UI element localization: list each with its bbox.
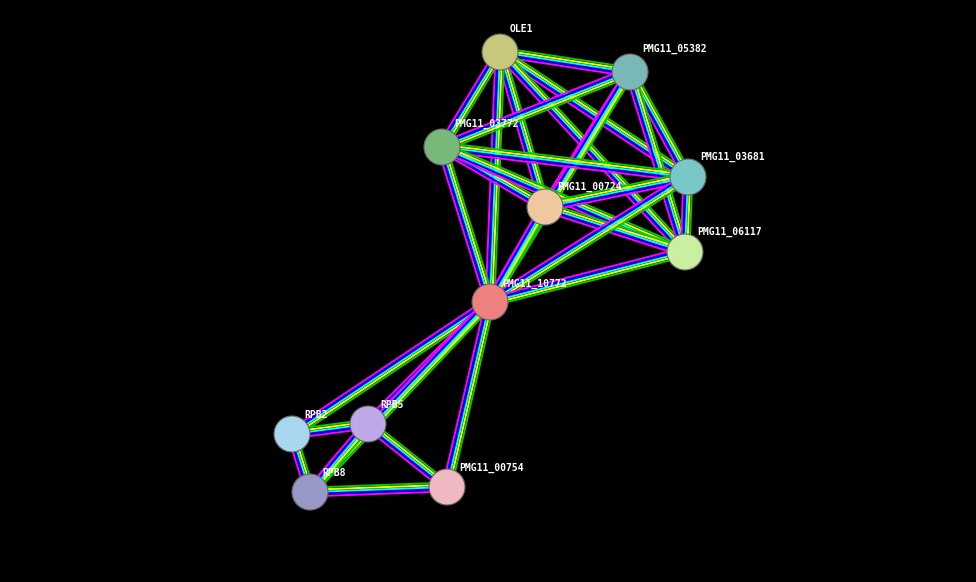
Circle shape bbox=[667, 234, 703, 270]
Text: PMG11_03772: PMG11_03772 bbox=[454, 119, 518, 129]
Circle shape bbox=[482, 34, 518, 70]
Circle shape bbox=[612, 54, 648, 90]
Circle shape bbox=[429, 469, 465, 505]
Text: RPB5: RPB5 bbox=[380, 400, 403, 410]
Text: RPB2: RPB2 bbox=[304, 410, 328, 420]
Circle shape bbox=[472, 284, 508, 320]
Text: PMG11_03681: PMG11_03681 bbox=[700, 152, 764, 162]
Text: RPB8: RPB8 bbox=[322, 468, 346, 478]
Text: PMG11_00724: PMG11_00724 bbox=[557, 182, 622, 192]
Text: PMG11_10772: PMG11_10772 bbox=[502, 279, 567, 289]
Circle shape bbox=[670, 159, 706, 195]
Circle shape bbox=[292, 474, 328, 510]
Text: PMG11_00754: PMG11_00754 bbox=[459, 463, 524, 473]
Circle shape bbox=[527, 189, 563, 225]
Circle shape bbox=[350, 406, 386, 442]
Text: PMG11_05382: PMG11_05382 bbox=[642, 44, 707, 54]
Text: PMG11_06117: PMG11_06117 bbox=[697, 227, 761, 237]
Circle shape bbox=[274, 416, 310, 452]
Text: OLE1: OLE1 bbox=[510, 24, 534, 34]
Circle shape bbox=[424, 129, 460, 165]
